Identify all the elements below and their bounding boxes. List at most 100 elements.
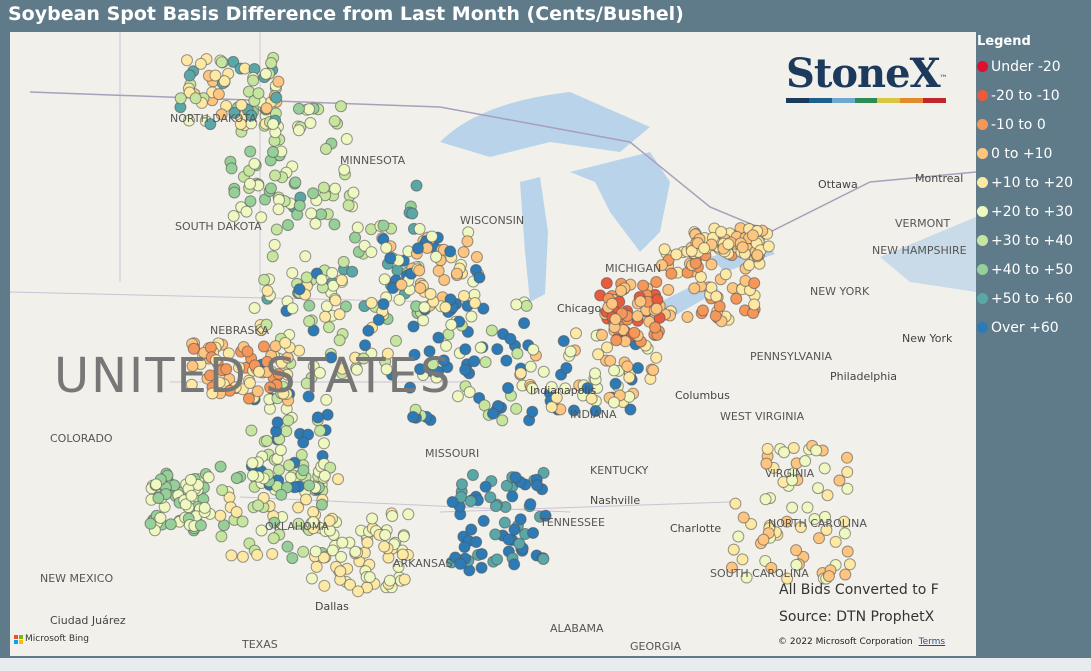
bid-point[interactable]: [457, 246, 470, 259]
bid-point[interactable]: [765, 561, 778, 574]
bid-point[interactable]: [812, 532, 825, 545]
bid-point[interactable]: [607, 396, 620, 409]
bid-point[interactable]: [235, 98, 248, 111]
bid-point[interactable]: [470, 251, 483, 264]
bid-point[interactable]: [430, 250, 443, 263]
bid-point[interactable]: [500, 354, 513, 367]
bid-point[interactable]: [413, 264, 426, 277]
bid-point[interactable]: [270, 223, 283, 236]
bid-point[interactable]: [404, 381, 417, 394]
bid-point[interactable]: [799, 455, 812, 468]
bid-point[interactable]: [271, 416, 284, 429]
bid-point[interactable]: [454, 557, 467, 570]
bid-point[interactable]: [722, 238, 735, 251]
bid-point[interactable]: [545, 401, 558, 414]
bid-point[interactable]: [184, 473, 197, 486]
bid-point[interactable]: [514, 513, 527, 526]
legend-item[interactable]: +30 to +40: [977, 226, 1073, 255]
bid-point[interactable]: [240, 205, 253, 218]
bid-point[interactable]: [272, 203, 285, 216]
bid-point[interactable]: [432, 264, 445, 277]
bid-point[interactable]: [455, 478, 468, 491]
bid-point[interactable]: [658, 243, 671, 256]
bid-point[interactable]: [489, 528, 502, 541]
bid-point[interactable]: [328, 218, 341, 231]
bid-point[interactable]: [843, 558, 856, 571]
bid-point[interactable]: [268, 238, 281, 251]
bid-point[interactable]: [335, 550, 348, 563]
bid-point[interactable]: [491, 553, 504, 566]
bid-point[interactable]: [569, 327, 582, 340]
bid-point[interactable]: [305, 572, 318, 585]
bid-point[interactable]: [822, 570, 835, 583]
bid-point[interactable]: [320, 393, 333, 406]
bid-point[interactable]: [152, 492, 165, 505]
bid-point[interactable]: [214, 460, 227, 473]
bid-point[interactable]: [317, 437, 330, 450]
bid-point[interactable]: [631, 361, 644, 374]
bid-point[interactable]: [489, 500, 502, 513]
bid-point[interactable]: [468, 355, 481, 368]
bid-point[interactable]: [759, 493, 772, 506]
bid-point[interactable]: [246, 469, 259, 482]
bid-point[interactable]: [608, 364, 621, 377]
bid-point[interactable]: [215, 108, 228, 121]
bid-point[interactable]: [715, 225, 728, 238]
bid-point[interactable]: [496, 414, 509, 427]
bid-point[interactable]: [180, 54, 193, 67]
bid-point[interactable]: [349, 545, 362, 558]
bid-point[interactable]: [286, 302, 299, 315]
legend-item[interactable]: +40 to +50: [977, 255, 1073, 284]
bid-point[interactable]: [332, 473, 345, 486]
bid-point[interactable]: [210, 354, 223, 367]
bid-point[interactable]: [286, 266, 299, 279]
bid-point[interactable]: [465, 523, 478, 536]
bid-point[interactable]: [310, 560, 323, 573]
bid-point[interactable]: [154, 511, 167, 524]
bid-point[interactable]: [303, 479, 316, 492]
bid-point[interactable]: [407, 410, 420, 423]
bid-point[interactable]: [414, 363, 427, 376]
bid-point[interactable]: [325, 351, 338, 364]
bid-point[interactable]: [230, 472, 243, 485]
bid-point[interactable]: [559, 382, 572, 395]
bid-point[interactable]: [277, 387, 290, 400]
bid-point[interactable]: [581, 382, 594, 395]
bid-point[interactable]: [251, 548, 264, 561]
bid-point[interactable]: [781, 572, 794, 585]
bid-point[interactable]: [275, 488, 288, 501]
bid-point[interactable]: [336, 362, 349, 375]
bid-point[interactable]: [292, 517, 305, 530]
bid-point[interactable]: [314, 424, 327, 437]
bid-point[interactable]: [477, 302, 490, 315]
bid-point[interactable]: [243, 377, 256, 390]
bid-point[interactable]: [255, 524, 268, 537]
bid-point[interactable]: [751, 249, 764, 262]
bid-point[interactable]: [557, 335, 570, 348]
bid-point[interactable]: [550, 391, 563, 404]
bid-point[interactable]: [333, 308, 346, 321]
bid-point[interactable]: [326, 266, 339, 279]
bid-point[interactable]: [303, 315, 316, 328]
bid-point[interactable]: [736, 241, 749, 254]
bid-point[interactable]: [821, 489, 834, 502]
bid-point[interactable]: [242, 392, 255, 405]
bid-point[interactable]: [183, 114, 196, 127]
bid-point[interactable]: [379, 529, 392, 542]
bid-point[interactable]: [681, 311, 694, 324]
bid-point[interactable]: [589, 405, 602, 418]
bid-point[interactable]: [508, 558, 521, 571]
bid-point[interactable]: [323, 514, 336, 527]
bid-point[interactable]: [463, 386, 476, 399]
bid-point[interactable]: [351, 221, 364, 234]
bid-point[interactable]: [260, 434, 273, 447]
bid-point[interactable]: [417, 314, 430, 327]
bid-point[interactable]: [479, 356, 492, 369]
bid-point[interactable]: [317, 181, 330, 194]
bid-point[interactable]: [610, 334, 623, 347]
bid-point[interactable]: [466, 468, 479, 481]
bid-point[interactable]: [502, 533, 515, 546]
bid-point[interactable]: [304, 117, 317, 130]
bid-point[interactable]: [740, 571, 753, 584]
bid-point[interactable]: [380, 241, 393, 254]
